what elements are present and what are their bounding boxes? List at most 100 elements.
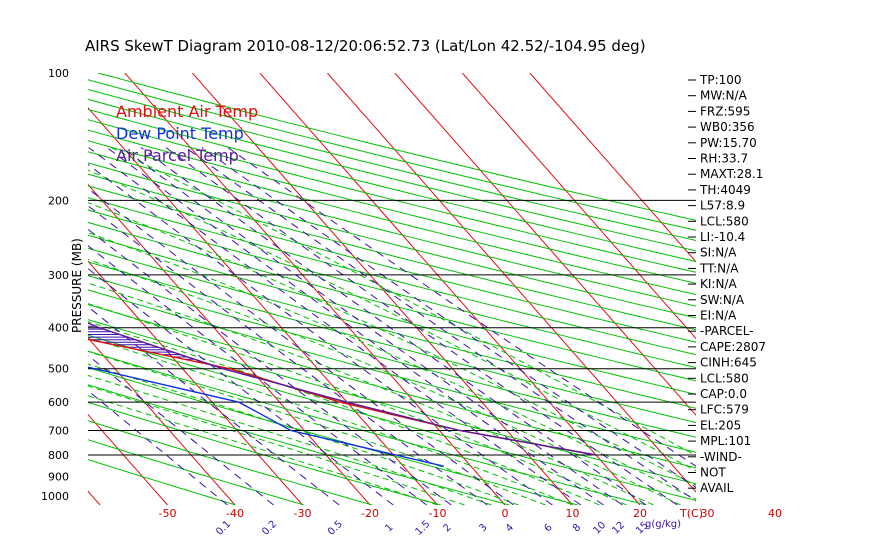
isotherm-line bbox=[326, 73, 696, 493]
mixing-ratio-tick-label: 3 bbox=[477, 522, 489, 534]
dry-adiabat-line bbox=[88, 350, 647, 505]
bottom-temp-tick-label: -10 bbox=[429, 507, 447, 520]
dry-adiabat-line bbox=[88, 173, 696, 331]
isotherm-line bbox=[259, 73, 641, 505]
pressure-tick-label: 600 bbox=[48, 396, 69, 409]
stat-item: -PARCEL- bbox=[700, 324, 754, 338]
dry-adiabat-line bbox=[88, 140, 696, 296]
mixing-ratio-line bbox=[88, 306, 340, 505]
dry-adiabat-line bbox=[88, 119, 696, 273]
mixing-ratio-tick-label: 2 bbox=[441, 522, 453, 534]
bottom-temp-tick-label: -20 bbox=[361, 507, 379, 520]
stat-item: MW:N/A bbox=[700, 89, 748, 103]
isotherm-line bbox=[88, 413, 168, 505]
dry-adiabat-lines bbox=[88, 73, 696, 505]
stat-item: CAPE:2807 bbox=[700, 340, 766, 354]
isobar-lines bbox=[88, 199, 696, 456]
dry-adiabat-line bbox=[88, 151, 696, 307]
dry-adiabat-line bbox=[88, 384, 510, 505]
stat-item: TT:N/A bbox=[699, 261, 739, 275]
mixing-ratio-line bbox=[88, 390, 228, 505]
stat-item: MAXT:28.1 bbox=[700, 167, 763, 181]
isotherm-line bbox=[461, 73, 696, 340]
dry-adiabat-line bbox=[88, 304, 696, 469]
bottom-temp-tick-label: 20 bbox=[633, 507, 647, 520]
stat-item: LFC:579 bbox=[700, 403, 749, 417]
mixing-ratio-line bbox=[185, 147, 696, 502]
stat-item: PW:15.70 bbox=[700, 136, 757, 150]
mixing-ratio-tick-label: 10 bbox=[591, 520, 608, 537]
dry-adiabat-line bbox=[88, 185, 696, 343]
dry-adiabat-line bbox=[88, 459, 236, 505]
dry-adiabat-line bbox=[88, 275, 696, 438]
mixing-ratio-tick-label: 0.1 bbox=[214, 519, 233, 538]
isotherm-line bbox=[394, 73, 696, 416]
bottom-temp-tick-label: 40 bbox=[768, 507, 782, 520]
stat-item: WB0:356 bbox=[700, 120, 755, 134]
pressure-tick-label: 800 bbox=[48, 449, 69, 462]
legend: Ambient Air Temp Dew Point Temp Air Parc… bbox=[116, 102, 258, 165]
legend-ambient-air-temp: Ambient Air Temp bbox=[116, 102, 258, 121]
bottom-temp-tick-label: -30 bbox=[294, 507, 312, 520]
mixing-ratio-tick-label: 12 bbox=[610, 520, 627, 537]
stat-item: EL:205 bbox=[700, 418, 741, 432]
parcel-temp-line bbox=[88, 322, 597, 456]
mixing-ratio-tick-label: 0.2 bbox=[260, 519, 279, 538]
pressure-tick-label: 700 bbox=[48, 425, 69, 438]
stat-item: AVAIL bbox=[700, 481, 734, 495]
mixing-ratio-tick-label: 1.5 bbox=[413, 519, 432, 538]
stat-item: EI:N/A bbox=[700, 309, 737, 323]
dry-adiabat-line bbox=[88, 162, 696, 319]
bottom-temperature-ticks: -50 -40 -30 -20 -10 0 10 20 30 40 bbox=[159, 507, 782, 520]
x-axis-unit-label: T(C) bbox=[679, 507, 703, 520]
stat-item: SI:N/A bbox=[700, 246, 737, 260]
pressure-ticks: 100 200 300 400 500 600 700 800 900 1000 bbox=[41, 67, 69, 503]
dry-adiabat-line bbox=[88, 401, 442, 505]
stat-item: MPL:101 bbox=[700, 434, 751, 448]
dry-adiabat-line bbox=[88, 221, 696, 382]
isotherm-line bbox=[529, 73, 696, 263]
mixing-ratio-tick-label: 6 bbox=[542, 522, 554, 534]
stat-item: LI:-10.4 bbox=[700, 230, 745, 244]
isotherm-line bbox=[88, 260, 303, 505]
bottom-temp-tick-label: -50 bbox=[159, 507, 177, 520]
bottom-temp-tick-label: 0 bbox=[502, 507, 509, 520]
y-axis-label: PRESSURE (MB) bbox=[70, 238, 84, 333]
bottom-temp-tick-label: 10 bbox=[566, 507, 580, 520]
stat-item: LCL:580 bbox=[700, 214, 749, 228]
legend-air-parcel-temp: Air Parcel Temp bbox=[116, 146, 239, 165]
moist-adiabat-line bbox=[88, 336, 573, 505]
dry-adiabat-line bbox=[88, 129, 696, 284]
stat-item: LCL:580 bbox=[700, 371, 749, 385]
stat-item: -WIND- bbox=[700, 450, 742, 464]
legend-dew-point-temp: Dew Point Temp bbox=[116, 124, 244, 143]
stat-item: RH:33.7 bbox=[700, 152, 748, 166]
stat-item: L57:8.9 bbox=[700, 199, 745, 213]
isotherm-line bbox=[124, 73, 506, 505]
mixing-ratio-unit-label: g(g/kg) bbox=[645, 519, 681, 530]
mixing-ratio-line bbox=[88, 354, 274, 505]
ambient-temp-line bbox=[88, 338, 597, 456]
pressure-tick-label: 300 bbox=[48, 269, 69, 282]
pressure-tick-label: 400 bbox=[48, 322, 69, 335]
stat-item: FRZ:595 bbox=[700, 104, 750, 118]
stat-item: SW:N/A bbox=[700, 293, 745, 307]
isotherm-line bbox=[88, 490, 101, 505]
stat-item: CAP:0.0 bbox=[700, 387, 747, 401]
dry-adiabat-line bbox=[88, 261, 696, 424]
pressure-tick-label: 500 bbox=[48, 363, 69, 376]
dry-adiabat-line bbox=[88, 334, 696, 501]
mixing-ratio-ticks: 0.1 0.2 0.5 1 1.5 2 3 4 6 8 10 12 15 bbox=[214, 519, 651, 538]
dry-adiabat-line bbox=[88, 420, 373, 505]
dry-adiabat-line bbox=[88, 439, 305, 505]
dry-adiabat-line bbox=[88, 247, 696, 409]
bottom-temp-tick-label: -40 bbox=[226, 507, 244, 520]
stat-item: CINH:645 bbox=[700, 356, 757, 370]
mixing-ratio-tick-label: 4 bbox=[504, 522, 516, 534]
dry-adiabat-line bbox=[88, 108, 696, 263]
dry-adiabat-line bbox=[88, 289, 696, 453]
isotherm-line bbox=[191, 73, 573, 505]
mixing-ratio-line bbox=[227, 147, 696, 467]
chart-title: AIRS SkewT Diagram 2010-08-12/20:06:52.7… bbox=[85, 37, 646, 55]
